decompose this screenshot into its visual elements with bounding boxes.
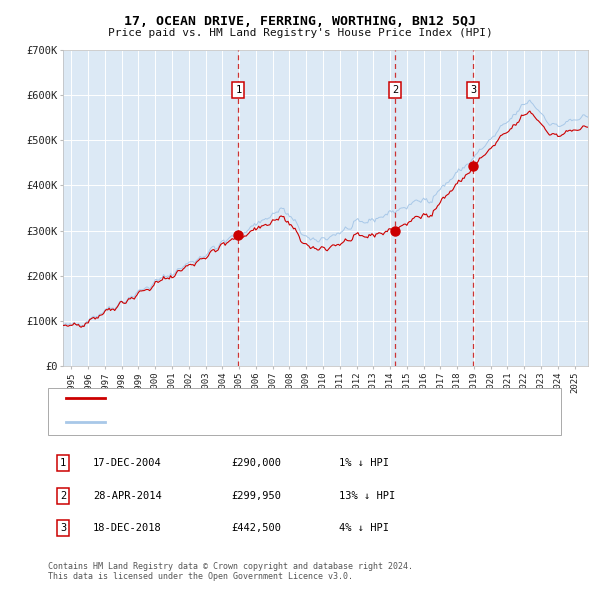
Text: £290,000: £290,000 <box>231 458 281 468</box>
Text: 1: 1 <box>235 84 242 94</box>
Text: £299,950: £299,950 <box>231 491 281 500</box>
Text: 28-APR-2014: 28-APR-2014 <box>93 491 162 500</box>
Text: 3: 3 <box>60 523 66 533</box>
Text: Contains HM Land Registry data © Crown copyright and database right 2024.
This d: Contains HM Land Registry data © Crown c… <box>48 562 413 581</box>
Text: 2: 2 <box>392 84 398 94</box>
Text: HPI: Average price, detached house, Arun: HPI: Average price, detached house, Arun <box>111 417 346 427</box>
Text: 17, OCEAN DRIVE, FERRING, WORTHING, BN12 5QJ: 17, OCEAN DRIVE, FERRING, WORTHING, BN12… <box>124 15 476 28</box>
Text: 1% ↓ HPI: 1% ↓ HPI <box>339 458 389 468</box>
Text: 2: 2 <box>60 491 66 500</box>
Text: 13% ↓ HPI: 13% ↓ HPI <box>339 491 395 500</box>
Text: 1: 1 <box>60 458 66 468</box>
Text: 3: 3 <box>470 84 476 94</box>
Text: £442,500: £442,500 <box>231 523 281 533</box>
Text: 18-DEC-2018: 18-DEC-2018 <box>93 523 162 533</box>
Text: 17, OCEAN DRIVE, FERRING, WORTHING, BN12 5QJ (detached house): 17, OCEAN DRIVE, FERRING, WORTHING, BN12… <box>111 394 469 403</box>
Text: Price paid vs. HM Land Registry's House Price Index (HPI): Price paid vs. HM Land Registry's House … <box>107 28 493 38</box>
Text: 4% ↓ HPI: 4% ↓ HPI <box>339 523 389 533</box>
Text: 17-DEC-2004: 17-DEC-2004 <box>93 458 162 468</box>
